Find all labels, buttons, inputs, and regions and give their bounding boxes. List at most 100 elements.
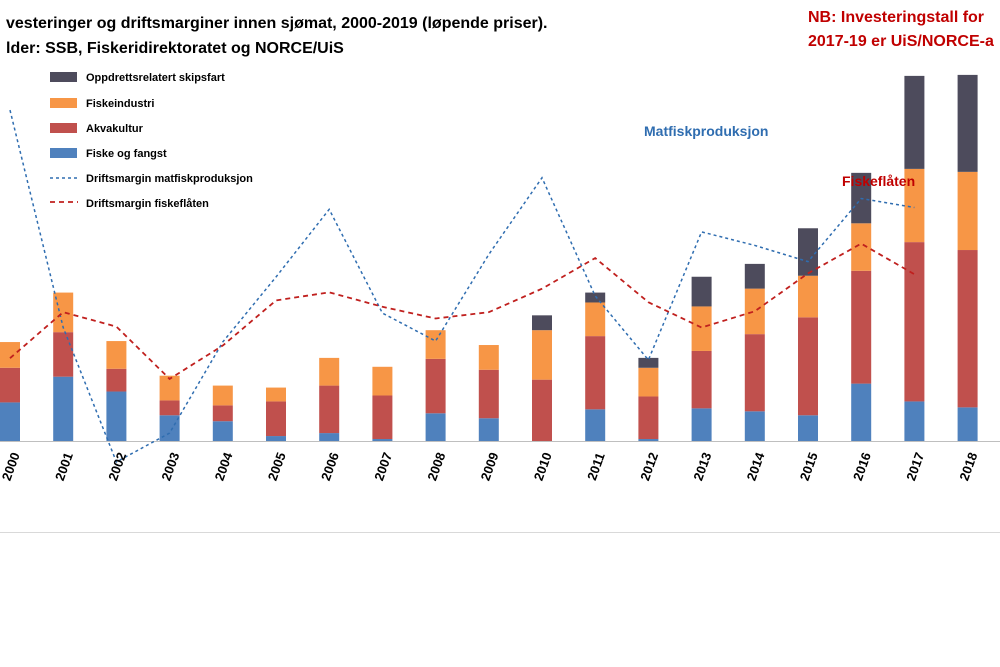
bar-akvakultur-2003: [159, 400, 180, 416]
bar-oppdrettsrelatert-skipsfart-2011: [585, 292, 606, 303]
bar-fiske-og-fangst-2008: [425, 413, 446, 441]
bar-oppdrettsrelatert-skipsfart-2017: [904, 75, 925, 169]
line-driftsmargin-fiskefl-ten: [9, 242, 915, 381]
bar-fiskeindustri-2003: [159, 375, 180, 401]
bar-akvakultur-2008: [425, 358, 446, 414]
bar-oppdrettsrelatert-skipsfart-2014: [744, 263, 765, 289]
legend-label-fiske-og-fangst: Fiske og fangst: [86, 148, 167, 160]
bar-fiskeindustri-2009: [478, 345, 499, 370]
x-tick-2018: 2018: [956, 450, 980, 482]
bar-oppdrettsrelatert-skipsfart-2012: [638, 357, 659, 368]
bar-akvakultur-2014: [744, 334, 765, 412]
bar-fiskeindustri-2012: [638, 367, 659, 397]
bar-fiskeindustri-2006: [319, 357, 340, 386]
bar-akvakultur-2018: [957, 250, 978, 408]
bar-fiske-og-fangst-2001: [53, 376, 74, 441]
bar-akvakultur-2013: [691, 350, 712, 409]
bar-fiske-og-fangst-2009: [478, 418, 499, 441]
legend-label-fiskeflaten: Driftsmargin fiskeflåten: [86, 198, 209, 210]
note-line-1: NB: Investeringstall for: [808, 9, 984, 26]
bar-fiskeindustri-2014: [744, 288, 765, 335]
x-tick-2007: 2007: [371, 450, 395, 482]
bars-layer: [0, 74, 978, 441]
bar-fiskeindustri-2013: [691, 306, 712, 351]
bar-akvakultur-2009: [478, 369, 499, 419]
x-tick-2003: 2003: [158, 450, 182, 482]
bar-fiske-og-fangst-2007: [372, 439, 393, 441]
bar-akvakultur-2015: [798, 317, 818, 416]
x-tick-2001: 2001: [52, 450, 76, 482]
bar-akvakultur-2002: [106, 368, 127, 392]
bar-akvakultur-2016: [851, 270, 872, 384]
bar-akvakultur-2012: [638, 396, 659, 440]
bar-fiske-og-fangst-2011: [585, 409, 606, 441]
bar-akvakultur-2006: [319, 385, 340, 434]
bar-oppdrettsrelatert-skipsfart-2013: [691, 276, 712, 307]
x-tick-2011: 2011: [584, 451, 608, 483]
bar-fiskeindustri-2008: [425, 330, 446, 359]
x-tick-2016: 2016: [850, 450, 874, 482]
x-tick-2017: 2017: [903, 450, 927, 482]
x-tick-2014: 2014: [744, 450, 768, 483]
bar-fiske-og-fangst-2012: [638, 439, 659, 441]
line-driftsmargin-matfiskproduksjon: [9, 109, 915, 463]
x-tick-2012: 2012: [637, 450, 661, 482]
bar-fiskeindustri-2005: [266, 387, 286, 402]
bar-fiskeindustri-2000: [0, 342, 20, 368]
bar-fiske-og-fangst-2002: [106, 391, 127, 441]
bar-akvakultur-2004: [212, 405, 233, 422]
bar-fiskeindustri-2016: [851, 223, 872, 271]
bar-fiskeindustri-2010: [532, 330, 552, 380]
bar-fiskeindustri-2017: [904, 168, 925, 243]
bar-oppdrettsrelatert-skipsfart-2015: [798, 228, 818, 276]
x-tick-2013: 2013: [690, 450, 714, 482]
bar-fiske-og-fangst-2000: [0, 402, 20, 441]
bar-fiske-og-fangst-2017: [904, 401, 925, 441]
bar-fiskeindustri-2002: [106, 341, 127, 369]
annotation-fiskeflaten: Fiskeflåten: [842, 173, 915, 189]
x-tick-2004: 2004: [212, 450, 236, 483]
legend-swatch-akvakultur: [50, 123, 77, 133]
bar-fiske-og-fangst-2005: [266, 436, 286, 441]
bar-akvakultur-2010: [532, 379, 552, 441]
x-tick-labels: 2000 2001 2002 2003 2004 2005 2006 2007 2008 2009…: [0, 450, 980, 483]
x-tick-2009: 2009: [478, 450, 502, 482]
bar-fiskeindustri-2001: [53, 292, 74, 333]
bar-akvakultur-2007: [372, 395, 393, 440]
bar-fiske-og-fangst-2003: [159, 415, 180, 441]
legend-swatch-fiskeindustri: [50, 98, 77, 108]
x-tick-2010: 2010: [531, 450, 555, 482]
annotation-matfiskproduksjon: Matfiskproduksjon: [644, 123, 768, 139]
bar-fiskeindustri-2004: [212, 385, 233, 406]
bar-fiske-og-fangst-2018: [957, 407, 978, 441]
note-line-2: 2017-19 er UiS/NORCE-a: [808, 33, 994, 50]
bar-fiske-og-fangst-2016: [851, 383, 872, 441]
legend: Oppdrettsrelatert skipsfart Fiskeindustr…: [50, 72, 253, 210]
bar-fiske-og-fangst-2004: [212, 421, 233, 441]
bar-fiske-og-fangst-2014: [744, 411, 765, 441]
x-tick-2000: 2000: [0, 450, 23, 482]
legend-swatch-skipsfart: [50, 72, 77, 82]
legend-label-akvakultur: Akvakultur: [86, 123, 144, 135]
bar-fiske-og-fangst-2006: [319, 433, 340, 441]
bar-fiske-og-fangst-2013: [691, 408, 712, 441]
chart-title: vesteringer og driftsmarginer innen sjøm…: [6, 15, 548, 32]
x-tick-2005: 2005: [265, 450, 289, 482]
x-tick-2015: 2015: [797, 450, 821, 482]
bar-oppdrettsrelatert-skipsfart-2018: [957, 74, 978, 172]
bar-akvakultur-2001: [53, 332, 74, 377]
bar-akvakultur-2011: [585, 336, 606, 410]
bar-fiskeindustri-2007: [372, 366, 393, 396]
x-tick-2006: 2006: [318, 450, 342, 482]
x-tick-2008: 2008: [424, 450, 448, 482]
bar-akvakultur-2000: [0, 367, 20, 403]
chart-subtitle: lder: SSB, Fiskeridirektoratet og NORCE/…: [6, 40, 344, 57]
x-tick-2002: 2002: [105, 450, 129, 482]
bar-fiskeindustri-2015: [798, 275, 818, 318]
bar-fiske-og-fangst-2015: [798, 415, 818, 441]
legend-label-fiskeindustri: Fiskeindustri: [86, 98, 154, 110]
legend-label-skipsfart: Oppdrettsrelatert skipsfart: [86, 72, 225, 84]
legend-swatch-fiske-og-fangst: [50, 148, 77, 158]
lines-layer: [9, 109, 915, 463]
